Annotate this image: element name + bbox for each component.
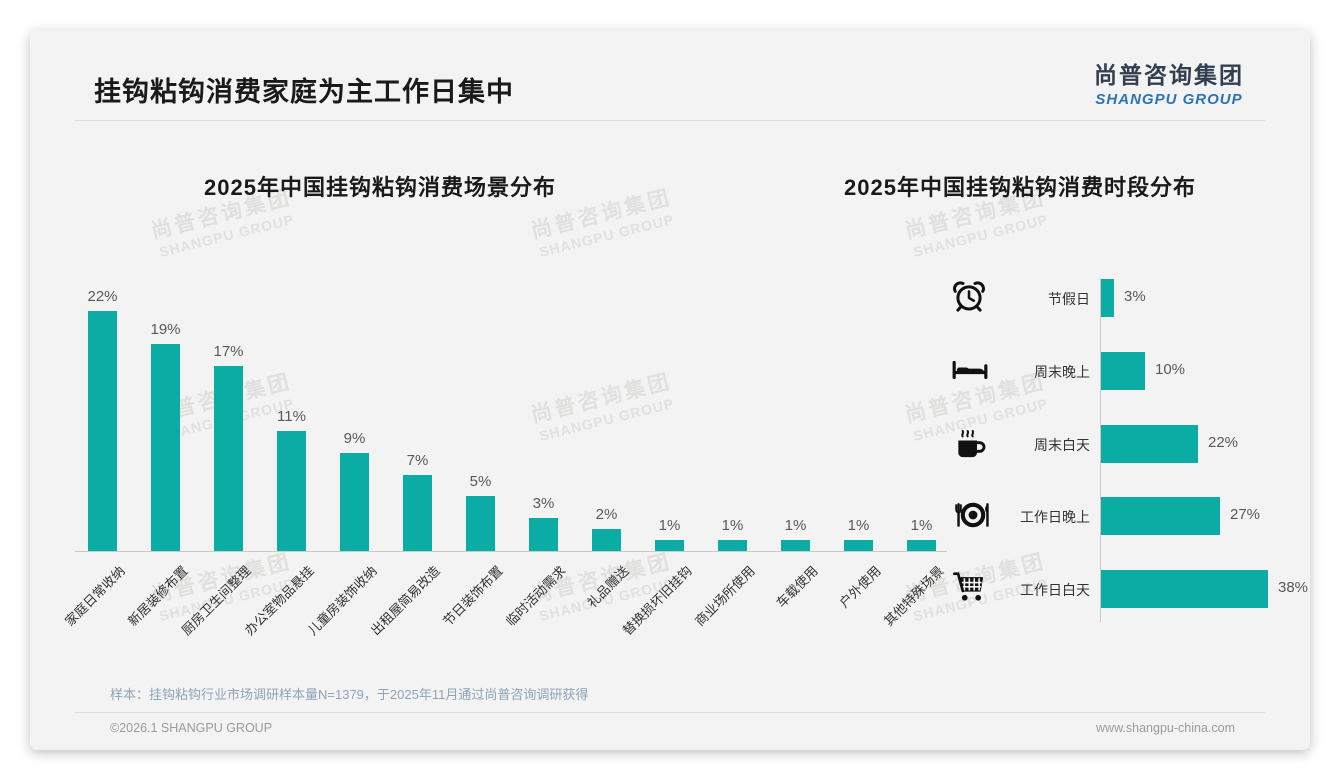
bar: [1101, 570, 1268, 608]
category-label: 车载使用: [772, 563, 821, 611]
bar: [844, 540, 873, 551]
header-divider: [75, 120, 1265, 121]
bar: [655, 540, 684, 551]
bar-value-label: 27%: [1230, 506, 1261, 523]
bar-value-label: 1%: [721, 517, 744, 534]
company-logo: 尚普咨询集团 SHANGPU GROUP: [1094, 56, 1244, 108]
category-label: 其他特殊场景: [880, 563, 947, 629]
category-label: 商业场所使用: [691, 563, 758, 629]
y-axis-line: [1100, 278, 1101, 622]
bar-value-label: 2%: [595, 506, 618, 523]
bar: [466, 496, 495, 551]
bar: [781, 540, 810, 551]
bar-value-label: 10%: [1155, 361, 1186, 378]
logo-chinese-text: 尚普咨询集团: [1094, 62, 1244, 88]
footer-divider: [75, 712, 1265, 713]
bar-value-label: 1%: [910, 517, 933, 534]
bar: [151, 344, 180, 551]
category-label: 工作日晚上: [1020, 509, 1090, 525]
bar: [592, 529, 621, 551]
logo-english-text: SHANGPU GROUP: [1095, 91, 1243, 108]
bar-value-label: 19%: [150, 321, 181, 338]
category-label: 户外使用: [835, 563, 884, 611]
bar: [214, 366, 243, 551]
bar-value-label: 3%: [532, 495, 555, 512]
bar: [529, 518, 558, 551]
sample-source-note: 样本：挂钩粘钩行业市场调研样本量N=1379，于2025年11月通过尚普咨询调研…: [110, 687, 589, 702]
category-label: 工作日白天: [1020, 582, 1090, 598]
bar-value-label: 5%: [469, 473, 492, 490]
website-text: www.shangpu-china.com: [1096, 721, 1235, 735]
alarm-clock-icon: [950, 277, 996, 319]
bar-value-label: 22%: [1208, 434, 1239, 451]
category-label: 儿童房装饰收纳: [304, 563, 380, 639]
bar-value-label: 1%: [784, 517, 807, 534]
coffee-icon: [950, 423, 996, 465]
x-axis-line: [75, 551, 947, 552]
scene-chart-title: 2025年中国挂钩粘钩消费场景分布: [204, 175, 556, 200]
bar-value-label: 9%: [343, 430, 366, 447]
category-label: 替换损坏旧挂钩: [619, 563, 695, 639]
bar-value-label: 11%: [277, 408, 306, 425]
category-label: 节假日: [1048, 291, 1090, 307]
bed-icon: [950, 350, 996, 392]
bar-value-label: 17%: [213, 343, 244, 360]
bar: [907, 540, 936, 551]
category-label: 周末晚上: [1034, 364, 1090, 380]
bar: [1101, 497, 1220, 535]
slide-card: 尚普咨询集团 SHANGPU GROUP 尚普咨询集团 SHANGPU GROUP 尚普…: [30, 30, 1310, 750]
bar: [88, 311, 117, 551]
bar: [718, 540, 747, 551]
page-title: 挂钩粘钩消费家庭为主工作日集中: [94, 77, 514, 107]
category-label: 办公室物品悬挂: [241, 563, 317, 639]
bar: [1101, 279, 1114, 317]
category-label: 周末白天: [1034, 437, 1090, 453]
bar-value-label: 1%: [847, 517, 870, 534]
copyright-text: ©2026.1 SHANGPU GROUP: [110, 721, 273, 735]
bar-value-label: 22%: [87, 288, 118, 305]
bar: [1101, 352, 1145, 390]
bar: [340, 453, 369, 551]
shopping-cart-icon: [950, 568, 996, 610]
category-label: 厨房卫生间整理: [178, 563, 254, 639]
bar-value-label: 3%: [1124, 288, 1146, 305]
bar-value-label: 1%: [658, 517, 681, 534]
bar: [277, 431, 306, 551]
bar-value-label: 38%: [1278, 579, 1309, 596]
category-label: 礼品赠送: [583, 563, 632, 611]
category-label: 新居装修布置: [124, 563, 191, 629]
category-label: 出租屋简易改造: [367, 563, 443, 639]
bar-value-label: 7%: [406, 452, 429, 469]
category-label: 临时活动需求: [502, 563, 569, 629]
time-chart-title: 2025年中国挂钩粘钩消费时段分布: [844, 175, 1196, 200]
dining-icon: [950, 495, 996, 537]
category-label: 节日装饰布置: [439, 563, 506, 629]
bar: [1101, 425, 1198, 463]
bar: [403, 475, 432, 551]
